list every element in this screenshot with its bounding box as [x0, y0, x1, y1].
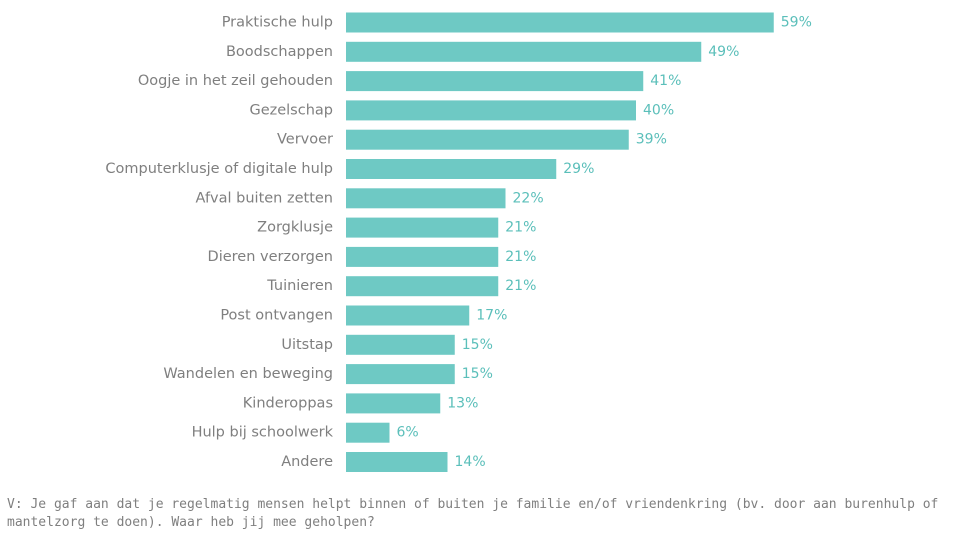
value-label: 59% — [781, 15, 812, 31]
value-label: 15% — [462, 337, 493, 353]
value-label: 22% — [513, 190, 544, 206]
bar-chart: Praktische hulp 59% Boodschappen 49% Oogje i… — [105, 12, 812, 472]
value-label: 49% — [708, 44, 739, 60]
bar — [346, 159, 557, 179]
category-label: Uitstap — [281, 337, 333, 353]
value-label: 29% — [563, 161, 594, 177]
bar — [346, 12, 774, 33]
bar — [346, 452, 448, 472]
category-label: Post ontvangen — [220, 308, 333, 324]
bar — [346, 305, 470, 326]
value-label: 6% — [397, 425, 419, 441]
category-label: Kinderoppas — [243, 395, 333, 411]
category-label: Hulp bij schoolwerk — [192, 425, 334, 441]
survey-question-footnote: V: Je gaf aan dat je regelmatig mensen h… — [7, 497, 939, 530]
bar — [346, 41, 702, 62]
bar — [346, 393, 441, 414]
value-label: 40% — [643, 102, 674, 118]
category-label: Computerklusje of digitale hulp — [105, 161, 333, 177]
value-label: 21% — [505, 278, 536, 294]
category-label: Tuinieren — [266, 278, 333, 294]
category-label: Afval buiten zetten — [196, 190, 333, 206]
value-label: 15% — [462, 366, 493, 382]
category-label: Gezelschap — [249, 102, 333, 118]
value-label: 39% — [636, 132, 667, 148]
bar — [346, 188, 506, 209]
bar — [346, 100, 636, 121]
category-label: Oogje in het zeil gehouden — [138, 73, 333, 89]
value-label: 21% — [505, 249, 536, 265]
bar — [346, 422, 390, 443]
category-label: Praktische hulp — [222, 15, 333, 31]
category-label: Wandelen en beweging — [163, 366, 333, 382]
category-label: Andere — [281, 454, 333, 470]
bar — [346, 71, 644, 92]
bar — [346, 246, 499, 267]
category-label: Vervoer — [277, 132, 333, 148]
value-label: 17% — [476, 308, 507, 324]
bar — [346, 276, 499, 297]
bar — [346, 217, 499, 238]
value-label: 41% — [650, 73, 681, 89]
category-label: Zorgklusje — [257, 220, 333, 236]
value-label: 13% — [447, 395, 478, 411]
category-label: Boodschappen — [226, 44, 333, 60]
bar — [346, 364, 455, 385]
value-label: 14% — [455, 454, 486, 470]
category-label: Dieren verzorgen — [208, 249, 333, 265]
bar — [346, 334, 455, 355]
value-label: 21% — [505, 220, 536, 236]
bar — [346, 129, 629, 150]
